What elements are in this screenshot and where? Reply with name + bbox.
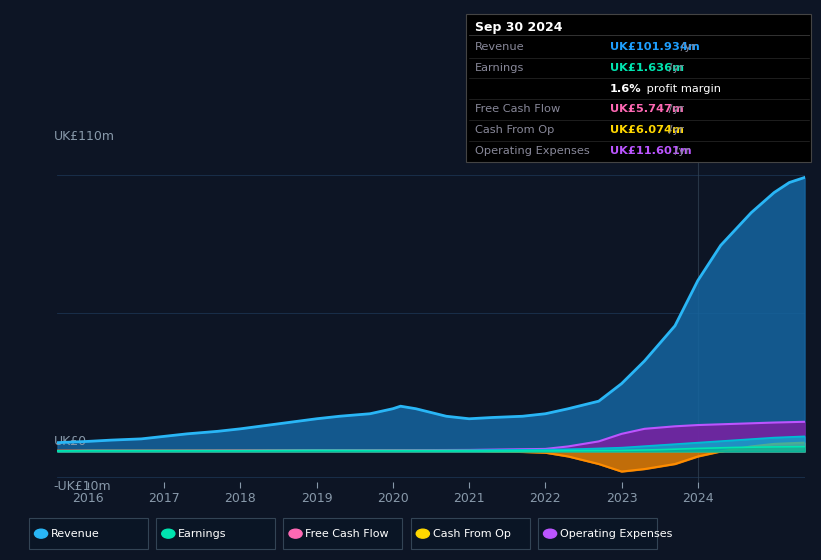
Text: 1.6%: 1.6% (610, 84, 642, 94)
Text: UK£110m: UK£110m (53, 130, 115, 143)
Text: Free Cash Flow: Free Cash Flow (305, 529, 389, 539)
Text: Revenue: Revenue (51, 529, 99, 539)
Text: Operating Expenses: Operating Expenses (475, 146, 589, 156)
Text: /yr: /yr (671, 146, 690, 156)
Text: Free Cash Flow: Free Cash Flow (475, 105, 560, 114)
Text: Cash From Op: Cash From Op (475, 125, 554, 135)
Text: Operating Expenses: Operating Expenses (560, 529, 672, 539)
Text: Earnings: Earnings (475, 63, 524, 73)
Text: UK£11.601m: UK£11.601m (610, 146, 691, 156)
Text: profit margin: profit margin (643, 84, 721, 94)
Text: Cash From Op: Cash From Op (433, 529, 511, 539)
Text: -UK£10m: -UK£10m (53, 480, 112, 493)
Text: /yr: /yr (677, 43, 695, 52)
Text: UK£1.636m: UK£1.636m (610, 63, 684, 73)
Text: Revenue: Revenue (475, 43, 524, 52)
Text: UK£5.747m: UK£5.747m (610, 105, 684, 114)
Text: Sep 30 2024: Sep 30 2024 (475, 21, 562, 35)
Text: /yr: /yr (665, 125, 684, 135)
Text: /yr: /yr (665, 105, 684, 114)
Text: UK£6.074m: UK£6.074m (610, 125, 684, 135)
Text: Earnings: Earnings (178, 529, 227, 539)
Text: /yr: /yr (665, 63, 684, 73)
Text: UK£0: UK£0 (53, 435, 87, 448)
Text: UK£101.934m: UK£101.934m (610, 43, 699, 52)
